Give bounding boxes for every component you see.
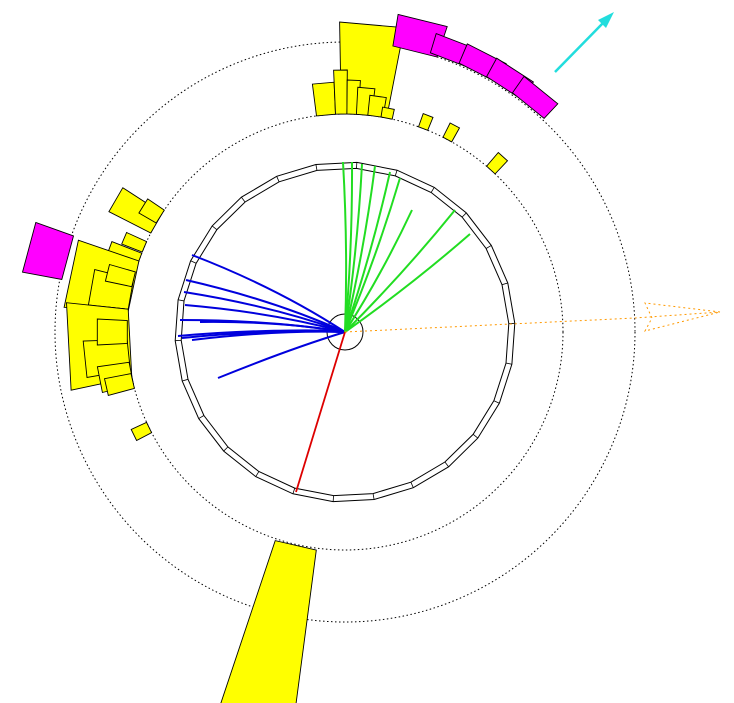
- muon-towers: [21, 13, 559, 281]
- calorimeter-tower: [130, 421, 153, 442]
- track-green: [342, 161, 348, 333]
- calorimeter-tower: [380, 106, 395, 120]
- muon-arrow-line: [554, 21, 605, 73]
- track-green: [344, 163, 363, 333]
- track-blue: [191, 254, 346, 333]
- polygon-tick: [394, 170, 398, 177]
- track-green: [344, 233, 471, 333]
- tracks: [177, 161, 471, 493]
- calorimeter-tower: [442, 122, 461, 143]
- polygon-tick: [182, 378, 189, 382]
- calorimeter-tower: [138, 198, 165, 224]
- track-green: [344, 171, 391, 333]
- calorimeter-tower: [220, 540, 317, 703]
- track-blue: [199, 320, 346, 333]
- polygon-tick: [315, 164, 318, 171]
- calorimeter-tower: [96, 318, 128, 346]
- polygon-tick: [292, 487, 296, 494]
- polygon-tick: [493, 400, 500, 404]
- polygon-tick: [501, 282, 508, 286]
- muon-tower: [21, 221, 75, 281]
- polygon-tick: [505, 362, 512, 365]
- polygon-tick: [372, 493, 375, 500]
- track-green: [344, 177, 401, 333]
- track-green: [344, 161, 354, 333]
- calorimeter-tower: [104, 263, 136, 288]
- missing-energy-arrowhead: [644, 302, 721, 332]
- track-red: [295, 331, 346, 493]
- outer-dotted-ring: [54, 41, 636, 623]
- polygon-tick: [430, 187, 435, 193]
- calorimeter-tower: [417, 113, 434, 131]
- polygon-tick: [461, 212, 467, 218]
- muon-arrow: [554, 12, 614, 73]
- polygon-tick: [255, 471, 260, 477]
- polygon-tick: [472, 434, 479, 439]
- polygon-tick: [198, 415, 205, 419]
- track-blue: [184, 304, 346, 333]
- polygon-tick: [485, 245, 492, 249]
- polygon-tick: [178, 299, 185, 302]
- polygon-tick: [190, 260, 197, 264]
- missing-energy-arrow: [344, 302, 721, 333]
- calorimeter-tower: [485, 151, 509, 175]
- calorimeter-tower: [103, 373, 135, 396]
- track-green: [344, 209, 456, 333]
- polygon-tick: [276, 176, 280, 182]
- track-blue: [217, 331, 346, 379]
- calorimeter-tower: [311, 81, 336, 117]
- polygon-tick: [223, 446, 229, 452]
- calorimeter-tower: [121, 231, 148, 253]
- polygon-tick: [211, 225, 218, 230]
- polygon-tick: [410, 482, 414, 488]
- polygon-tick: [444, 461, 449, 468]
- inner-detector-polygon: [174, 161, 516, 503]
- polygon-tick: [241, 196, 246, 203]
- calorimeter-towers: [63, 21, 509, 703]
- muon-arrow-head: [598, 12, 614, 28]
- track-green: [344, 165, 376, 333]
- muon-tower: [511, 75, 559, 120]
- track-blue: [183, 291, 346, 333]
- outer-polygon: [174, 161, 516, 503]
- missing-energy-line: [344, 311, 721, 333]
- inner-polygon: [180, 167, 510, 497]
- track-blue: [185, 279, 346, 333]
- calorimeter-tower: [333, 69, 348, 115]
- track-green: [344, 209, 413, 333]
